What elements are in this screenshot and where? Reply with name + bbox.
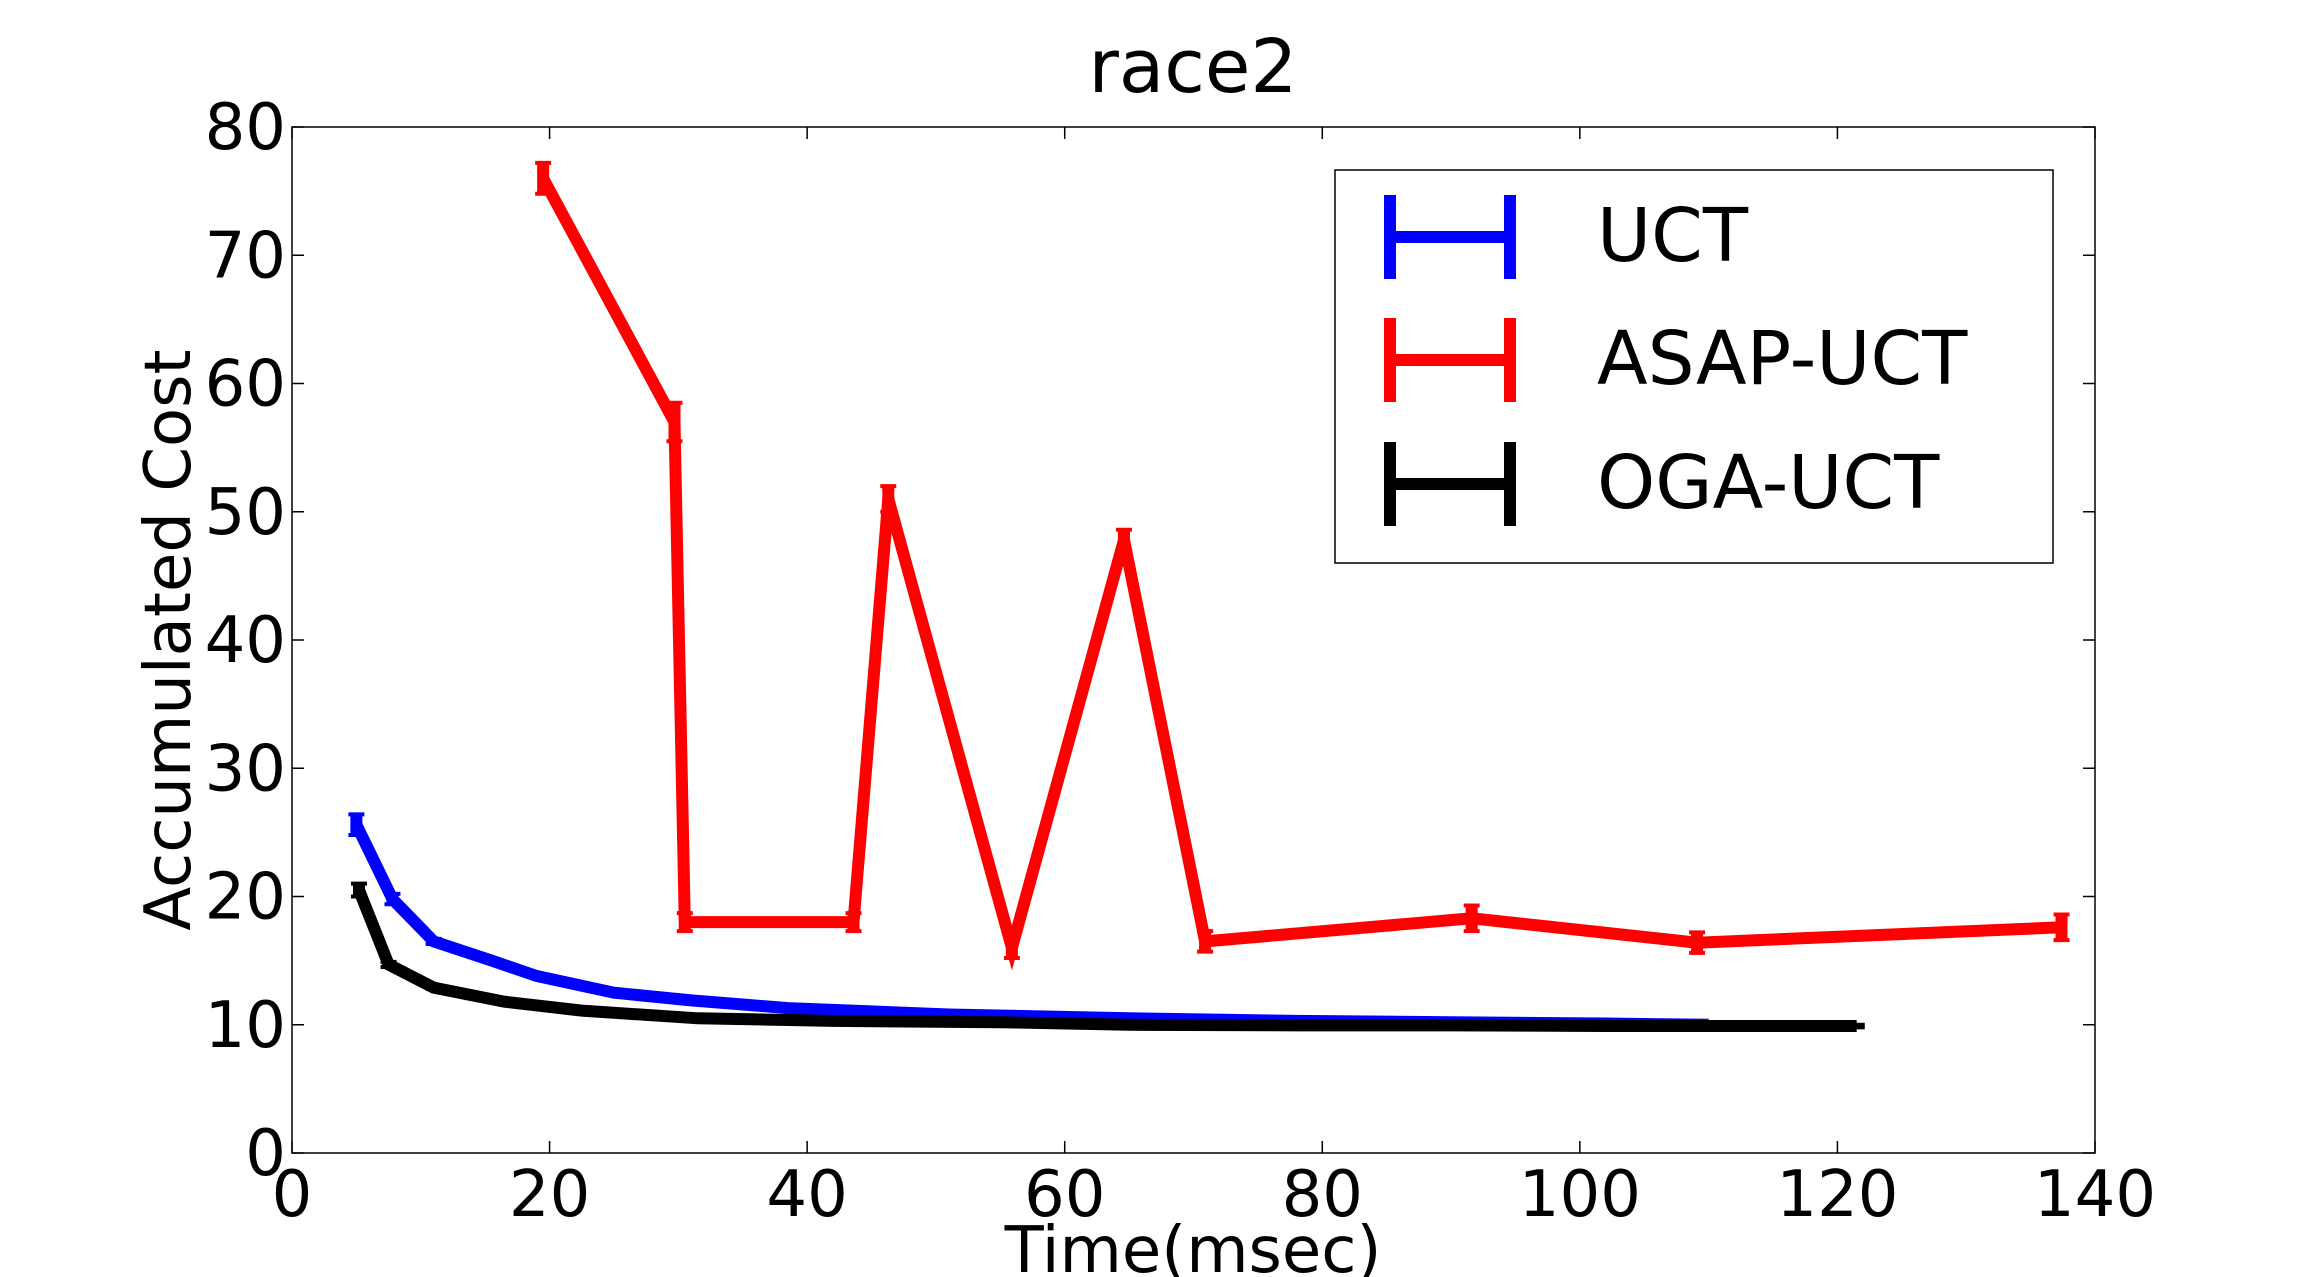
x-tick-label: 40 [766, 1158, 847, 1232]
legend-label: OGA-UCT [1597, 440, 1940, 526]
y-tick-label: 80 [205, 91, 286, 165]
y-tick-label: 30 [205, 732, 286, 806]
x-tick-label: 120 [1776, 1158, 1898, 1232]
x-tick-label: 60 [1024, 1158, 1105, 1232]
legend-item-oga-uct: OGA-UCT [1384, 440, 1940, 526]
series-oga-uct [350, 881, 1865, 1032]
legend: UCT ASAP-UCT OGA-UCT [1334, 169, 2054, 564]
x-axis: 0 20 40 60 80 100 120 140 [272, 127, 2156, 1232]
x-tick-label: 100 [1519, 1158, 1641, 1232]
x-tick-label: 80 [1282, 1158, 1363, 1232]
y-tick-label: 50 [205, 476, 286, 550]
chart-title: race2 [1088, 24, 1297, 110]
series-layer [348, 160, 2070, 1032]
y-axis: 0 10 20 30 40 50 60 70 80 [205, 91, 2095, 1191]
x-tick-label: 20 [509, 1158, 590, 1232]
legend-label: UCT [1597, 193, 1749, 279]
y-tick-label: 0 [245, 1117, 286, 1191]
y-tick-label: 40 [205, 604, 286, 678]
x-axis-label: Time(msec) [1004, 1214, 1382, 1277]
series-line [353, 887, 1857, 1032]
x-tick-label: 0 [272, 1158, 313, 1232]
legend-label: ASAP-UCT [1597, 316, 1968, 402]
legend-item-uct: UCT [1384, 193, 1749, 279]
y-tick-label: 70 [205, 219, 286, 293]
y-axis-label: Accumulated Cost [132, 349, 206, 930]
y-tick-label: 10 [205, 989, 286, 1063]
series-asap-uct [535, 160, 2070, 971]
legend-item-asap-uct: ASAP-UCT [1384, 316, 1968, 402]
y-tick-label: 20 [205, 861, 286, 935]
y-tick-label: 60 [205, 348, 286, 422]
x-tick-label: 140 [2034, 1158, 2156, 1232]
